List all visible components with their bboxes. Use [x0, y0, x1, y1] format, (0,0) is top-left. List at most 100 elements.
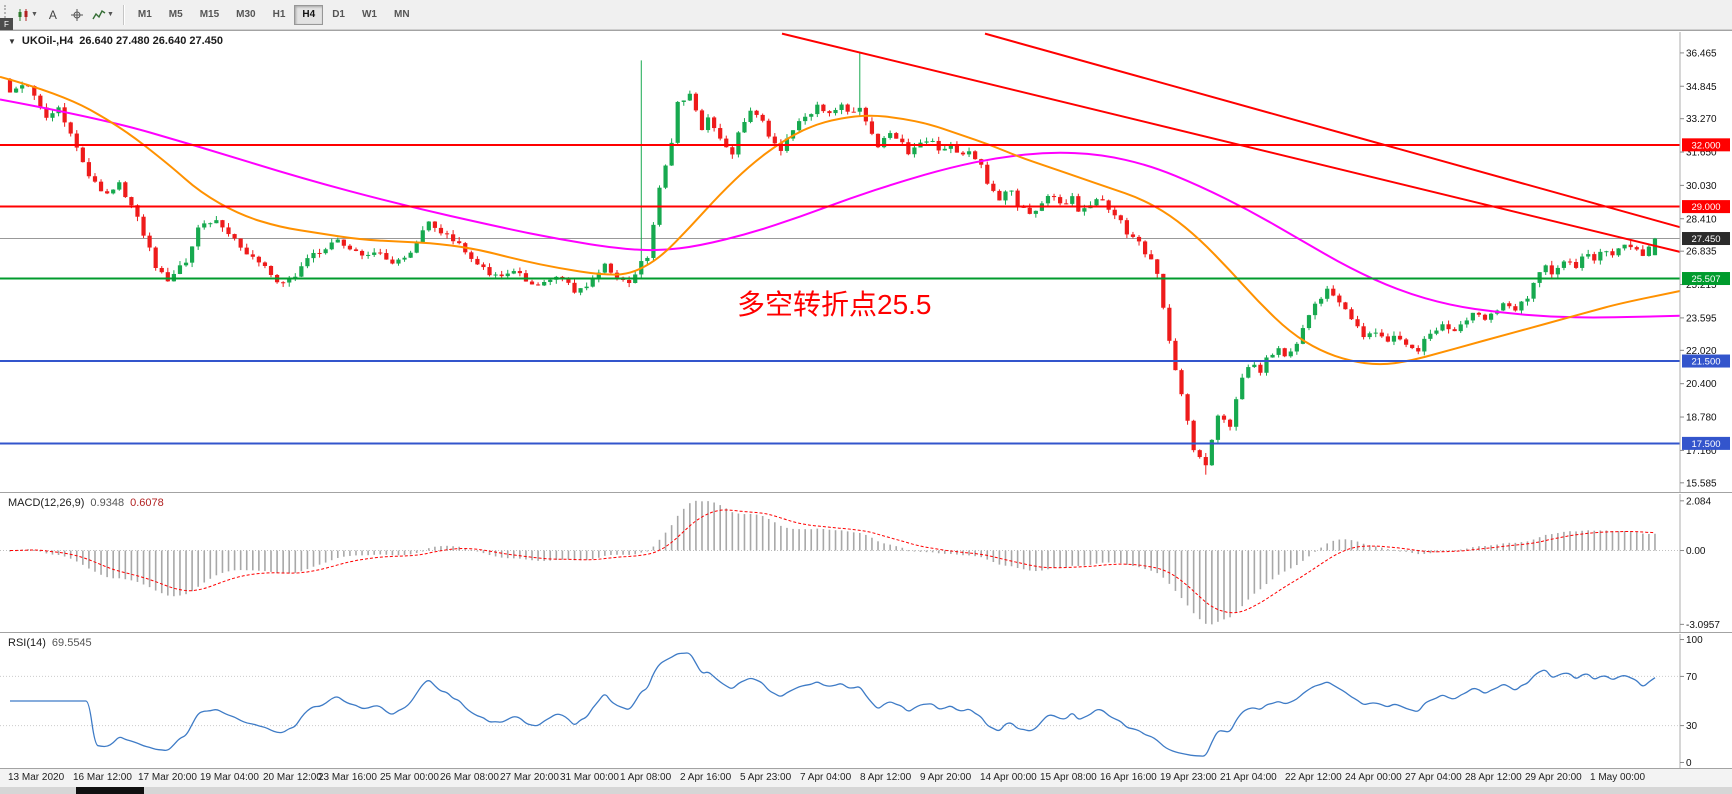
svg-text:17.500: 17.500 — [1691, 439, 1720, 450]
price-tick-label: 17.160 — [1686, 446, 1717, 457]
time-axis-label: 31 Mar 00:00 — [560, 772, 619, 783]
timeframe-button-H1[interactable]: H1 — [265, 5, 294, 25]
timeframe-button-MN[interactable]: MN — [386, 5, 418, 25]
ma-fast-line[interactable] — [0, 75, 1681, 366]
text-tool-label: A — [48, 7, 57, 22]
price-tick-label: 18.780 — [1686, 413, 1717, 424]
taskbar-fragment — [76, 787, 144, 794]
macd-scale-label: 0.00 — [1686, 546, 1706, 557]
macd-signal-line — [9, 509, 1656, 614]
price-tick-label: 30.030 — [1686, 181, 1717, 192]
timeframe-button-M5[interactable]: M5 — [161, 5, 191, 25]
macd-main-value: 0.9348 — [90, 497, 125, 509]
docked-toolbar-handle[interactable]: F — [0, 18, 13, 30]
time-axis[interactable]: 13 Mar 2020 16 Mar 12:00 17 Mar 20:00 19 Ma… — [0, 768, 1732, 787]
timeframe-button-M1[interactable]: M1 — [130, 5, 160, 25]
time-axis-label: 27 Apr 04:00 — [1405, 772, 1462, 783]
collapse-chart-icon[interactable]: ▼ — [8, 37, 16, 46]
time-axis-label: 2 Apr 16:00 — [680, 772, 732, 783]
timeframe-button-M15[interactable]: M15 — [192, 5, 227, 25]
time-axis-label: 21 Apr 04:00 — [1220, 772, 1277, 783]
time-axis-label: 16 Apr 16:00 — [1100, 772, 1157, 783]
price-line-label[interactable]: 32.000 — [1682, 138, 1730, 152]
trendline[interactable] — [984, 32, 1681, 229]
time-axis-label: 17 Mar 20:00 — [138, 772, 197, 783]
macd-canvas[interactable]: 2.084 0.00 -3.0957 — [0, 494, 1732, 632]
time-axis-label: 1 Apr 08:00 — [620, 772, 672, 783]
candlestick-icon — [18, 8, 28, 21]
macd-scale-label: -3.0957 — [1686, 620, 1720, 631]
chart-title: ▼ UKOil-,H4 26.640 27.480 26.640 27.450 — [8, 35, 223, 47]
price-line-label[interactable]: 25.507 — [1682, 272, 1730, 286]
rsi-canvas[interactable]: 100 70 30 0 — [0, 634, 1732, 768]
rsi-line — [10, 652, 1656, 757]
price-chart-panel: 36.465 34.845 33.270 31.650 30.030 28.410 26.8… — [0, 30, 1732, 492]
time-axis-label: 14 Apr 00:00 — [980, 772, 1037, 783]
ohlc-values: 26.640 27.480 26.640 27.450 — [79, 35, 224, 47]
toolbar-separator — [122, 4, 124, 25]
rsi-title: RSI(14) 69.5545 — [8, 637, 92, 649]
rsi-scale-label: 30 — [1686, 721, 1698, 732]
price-tick-label: 36.465 — [1686, 48, 1717, 59]
rsi-scale-label: 100 — [1686, 635, 1703, 646]
price-tick-label: 25.215 — [1686, 280, 1717, 291]
time-axis-label: 25 Mar 00:00 — [380, 772, 439, 783]
macd-histogram — [9, 500, 1656, 625]
time-axis-label: 15 Apr 08:00 — [1040, 772, 1097, 783]
time-axis-label: 29 Apr 20:00 — [1525, 772, 1582, 783]
time-axis-label: 26 Mar 08:00 — [440, 772, 499, 783]
toolbar: ▼ A ▼ M1 M5 M15 M30 H1 H4 D1 W1 MN — [0, 0, 1732, 30]
main-chart-canvas[interactable]: 36.465 34.845 33.270 31.650 30.030 28.410 26.8… — [0, 32, 1732, 492]
svg-text:25.507: 25.507 — [1691, 274, 1720, 285]
timeframe-button-M30[interactable]: M30 — [228, 5, 263, 25]
text-tool-button[interactable]: A — [41, 4, 65, 26]
time-axis-label: 7 Apr 04:00 — [800, 772, 852, 783]
time-axis-label: 24 Apr 00:00 — [1345, 772, 1402, 783]
price-line-label[interactable]: 17.500 — [1682, 436, 1730, 450]
chevron-down-icon: ▼ — [31, 11, 38, 18]
indicators-button[interactable]: ▼ — [89, 4, 117, 26]
price-tick-label: 28.410 — [1686, 214, 1717, 225]
indicator-line-icon — [92, 9, 106, 19]
price-tick-label: 22.020 — [1686, 346, 1717, 357]
price-line-label[interactable]: 27.450 — [1682, 232, 1730, 246]
time-axis-label: 27 Mar 20:00 — [500, 772, 559, 783]
price-tick-label: 15.585 — [1686, 478, 1717, 489]
timeframe-button-D1[interactable]: D1 — [324, 5, 353, 25]
ma-slow-line[interactable] — [0, 98, 1681, 319]
timeframe-group: M1 M5 M15 M30 H1 H4 D1 W1 MN — [130, 4, 418, 25]
timeframe-button-H4[interactable]: H4 — [294, 4, 324, 25]
timeframe-button-W1[interactable]: W1 — [354, 5, 385, 25]
svg-text:32.000: 32.000 — [1691, 140, 1720, 151]
macd-scale-label: 2.084 — [1686, 496, 1711, 507]
toolbar-grip[interactable] — [4, 4, 9, 25]
chart-type-button[interactable]: ▼ — [13, 4, 41, 26]
time-axis-label: 8 Apr 12:00 — [860, 772, 912, 783]
macd-panel: 2.084 0.00 -3.0957 MACD(12,26,9) 0.9348 0.… — [0, 492, 1732, 632]
status-bar — [0, 787, 1732, 794]
time-axis-label: 22 Apr 12:00 — [1285, 772, 1342, 783]
macd-signal-value: 0.6078 — [130, 497, 164, 509]
price-tick-label: 34.845 — [1686, 82, 1717, 93]
time-axis-label: 9 Apr 20:00 — [920, 772, 972, 783]
svg-text:27.450: 27.450 — [1691, 234, 1720, 245]
price-line-label[interactable]: 29.000 — [1682, 200, 1730, 214]
trendline[interactable] — [781, 32, 1681, 253]
time-axis-label: 28 Apr 12:00 — [1465, 772, 1522, 783]
candles[interactable] — [7, 53, 1658, 475]
time-axis-label: 5 Apr 23:00 — [740, 772, 792, 783]
time-axis-label: 20 Mar 12:00 — [263, 772, 322, 783]
price-tick-label: 33.270 — [1686, 114, 1717, 125]
macd-name: MACD(12,26,9) — [8, 497, 85, 509]
crosshair-button[interactable] — [65, 4, 89, 26]
price-tick-label: 20.400 — [1686, 379, 1717, 390]
price-line-label[interactable]: 21.500 — [1682, 354, 1730, 368]
svg-text:29.000: 29.000 — [1691, 202, 1720, 213]
chart-annotation-text[interactable]: 多空转折点25.5 — [737, 289, 932, 320]
time-axis-label: 1 May 00:00 — [1590, 772, 1646, 783]
rsi-value: 69.5545 — [51, 637, 92, 649]
time-axis-label: 19 Apr 23:00 — [1160, 772, 1217, 783]
rsi-scale-label: 70 — [1686, 672, 1698, 683]
docked-toolbar-label: F — [4, 19, 9, 29]
